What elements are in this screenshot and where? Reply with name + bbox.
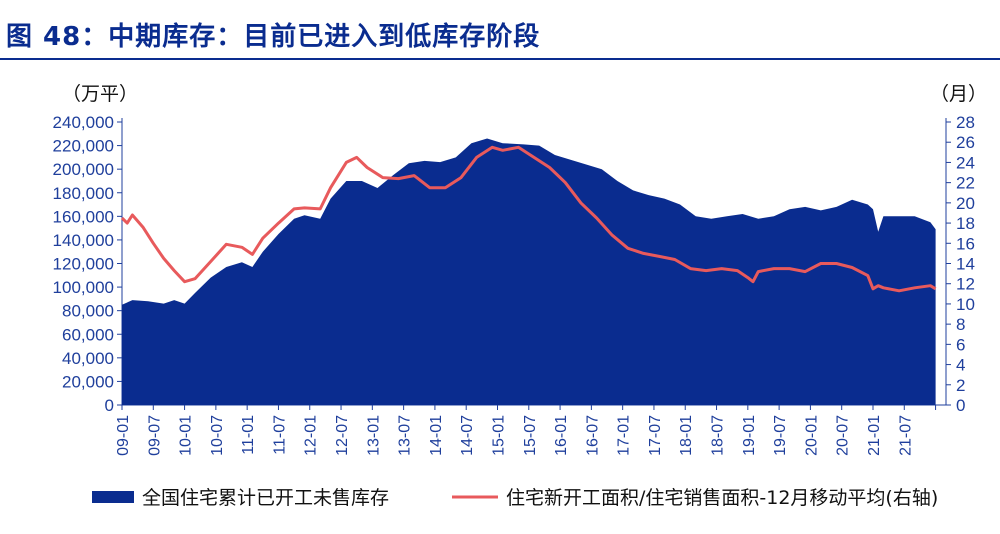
x-tick-label: 13-07 xyxy=(397,415,414,456)
left-axis-unit: （万平） xyxy=(62,83,138,105)
x-tick-label: 21-01 xyxy=(866,415,883,456)
right-tick-label: 18 xyxy=(956,214,975,233)
right-axis-unit: （月） xyxy=(930,83,987,105)
x-tick-label: 12-01 xyxy=(303,415,320,456)
right-tick-label: 12 xyxy=(956,275,975,294)
right-tick-label: 22 xyxy=(956,174,975,193)
left-tick-label: 240,000 xyxy=(53,113,114,132)
right-tick-label: 2 xyxy=(956,376,965,395)
left-tick-label: 160,000 xyxy=(53,207,114,226)
x-tick-label: 21-07 xyxy=(897,415,914,456)
x-tick-label: 19-01 xyxy=(741,415,758,456)
x-tick-label: 12-07 xyxy=(334,415,351,456)
x-tick-label: 20-07 xyxy=(835,415,852,456)
x-tick-label: 13-01 xyxy=(365,415,382,456)
left-tick-label: 40,000 xyxy=(62,349,114,368)
left-tick-label: 120,000 xyxy=(53,255,114,274)
figure-title: 图 48：中期库存：目前已进入到低库存阶段 xyxy=(6,22,541,52)
inventory-area xyxy=(122,138,936,405)
x-tick-label: 16-01 xyxy=(553,415,570,456)
title-divider xyxy=(0,58,1000,60)
x-tick-label: 11-07 xyxy=(271,415,288,455)
x-tick-label: 16-07 xyxy=(584,415,601,456)
x-tick-label: 18-01 xyxy=(678,415,695,456)
legend-label-area: 全国住宅累计已开工未售库存 xyxy=(142,487,389,509)
left-tick-label: 100,000 xyxy=(53,278,114,297)
x-tick-label: 14-07 xyxy=(459,415,476,456)
x-tick-label: 11-01 xyxy=(240,415,257,455)
legend-swatch-area xyxy=(92,491,134,503)
x-tick-label: 18-07 xyxy=(710,415,727,456)
right-tick-label: 0 xyxy=(956,396,965,415)
left-tick-label: 140,000 xyxy=(53,231,114,250)
x-tick-label: 14-01 xyxy=(428,415,445,456)
right-tick-label: 28 xyxy=(956,113,975,132)
x-tick-label: 15-01 xyxy=(490,415,507,456)
right-tick-label: 16 xyxy=(956,234,975,253)
left-tick-label: 60,000 xyxy=(62,325,114,344)
x-tick-label: 19-07 xyxy=(772,415,789,456)
area-series-layer xyxy=(122,138,936,405)
line-series-layer xyxy=(120,145,937,293)
right-tick-label: 20 xyxy=(956,194,975,213)
left-tick-label: 20,000 xyxy=(62,372,114,391)
tick-labels-layer: 0 20,000 40,000 60,000 80,000 100,000 120,000 1… xyxy=(53,83,987,456)
left-tick-label: 200,000 xyxy=(53,160,114,179)
x-tick-label: 10-01 xyxy=(178,415,195,456)
left-tick-label: 220,000 xyxy=(53,137,114,156)
x-tick-label: 09-07 xyxy=(146,415,163,456)
x-tick-label: 20-01 xyxy=(803,415,820,456)
x-tick-label: 17-01 xyxy=(616,415,633,456)
legend: 全国住宅累计已开工未售库存 住宅新开工面积/住宅销售面积-12月移动平均(右轴) xyxy=(92,487,938,509)
ratio-line xyxy=(120,145,937,293)
left-tick-label: 0 xyxy=(105,396,114,415)
right-tick-label: 4 xyxy=(956,356,965,375)
right-tick-label: 26 xyxy=(956,133,975,152)
x-tick-label: 15-07 xyxy=(522,415,539,456)
left-tick-label: 180,000 xyxy=(53,184,114,203)
right-tick-label: 14 xyxy=(956,255,975,274)
right-tick-label: 8 xyxy=(956,315,965,334)
right-tick-label: 24 xyxy=(956,153,975,172)
x-tick-label: 09-01 xyxy=(115,415,132,456)
x-tick-label: 10-07 xyxy=(209,415,226,456)
legend-label-line: 住宅新开工面积/住宅销售面积-12月移动平均(右轴) xyxy=(506,487,938,509)
right-tick-label: 6 xyxy=(956,335,965,354)
right-tick-label: 10 xyxy=(956,295,975,314)
x-tick-label: 17-07 xyxy=(647,415,664,456)
left-tick-label: 80,000 xyxy=(62,302,114,321)
